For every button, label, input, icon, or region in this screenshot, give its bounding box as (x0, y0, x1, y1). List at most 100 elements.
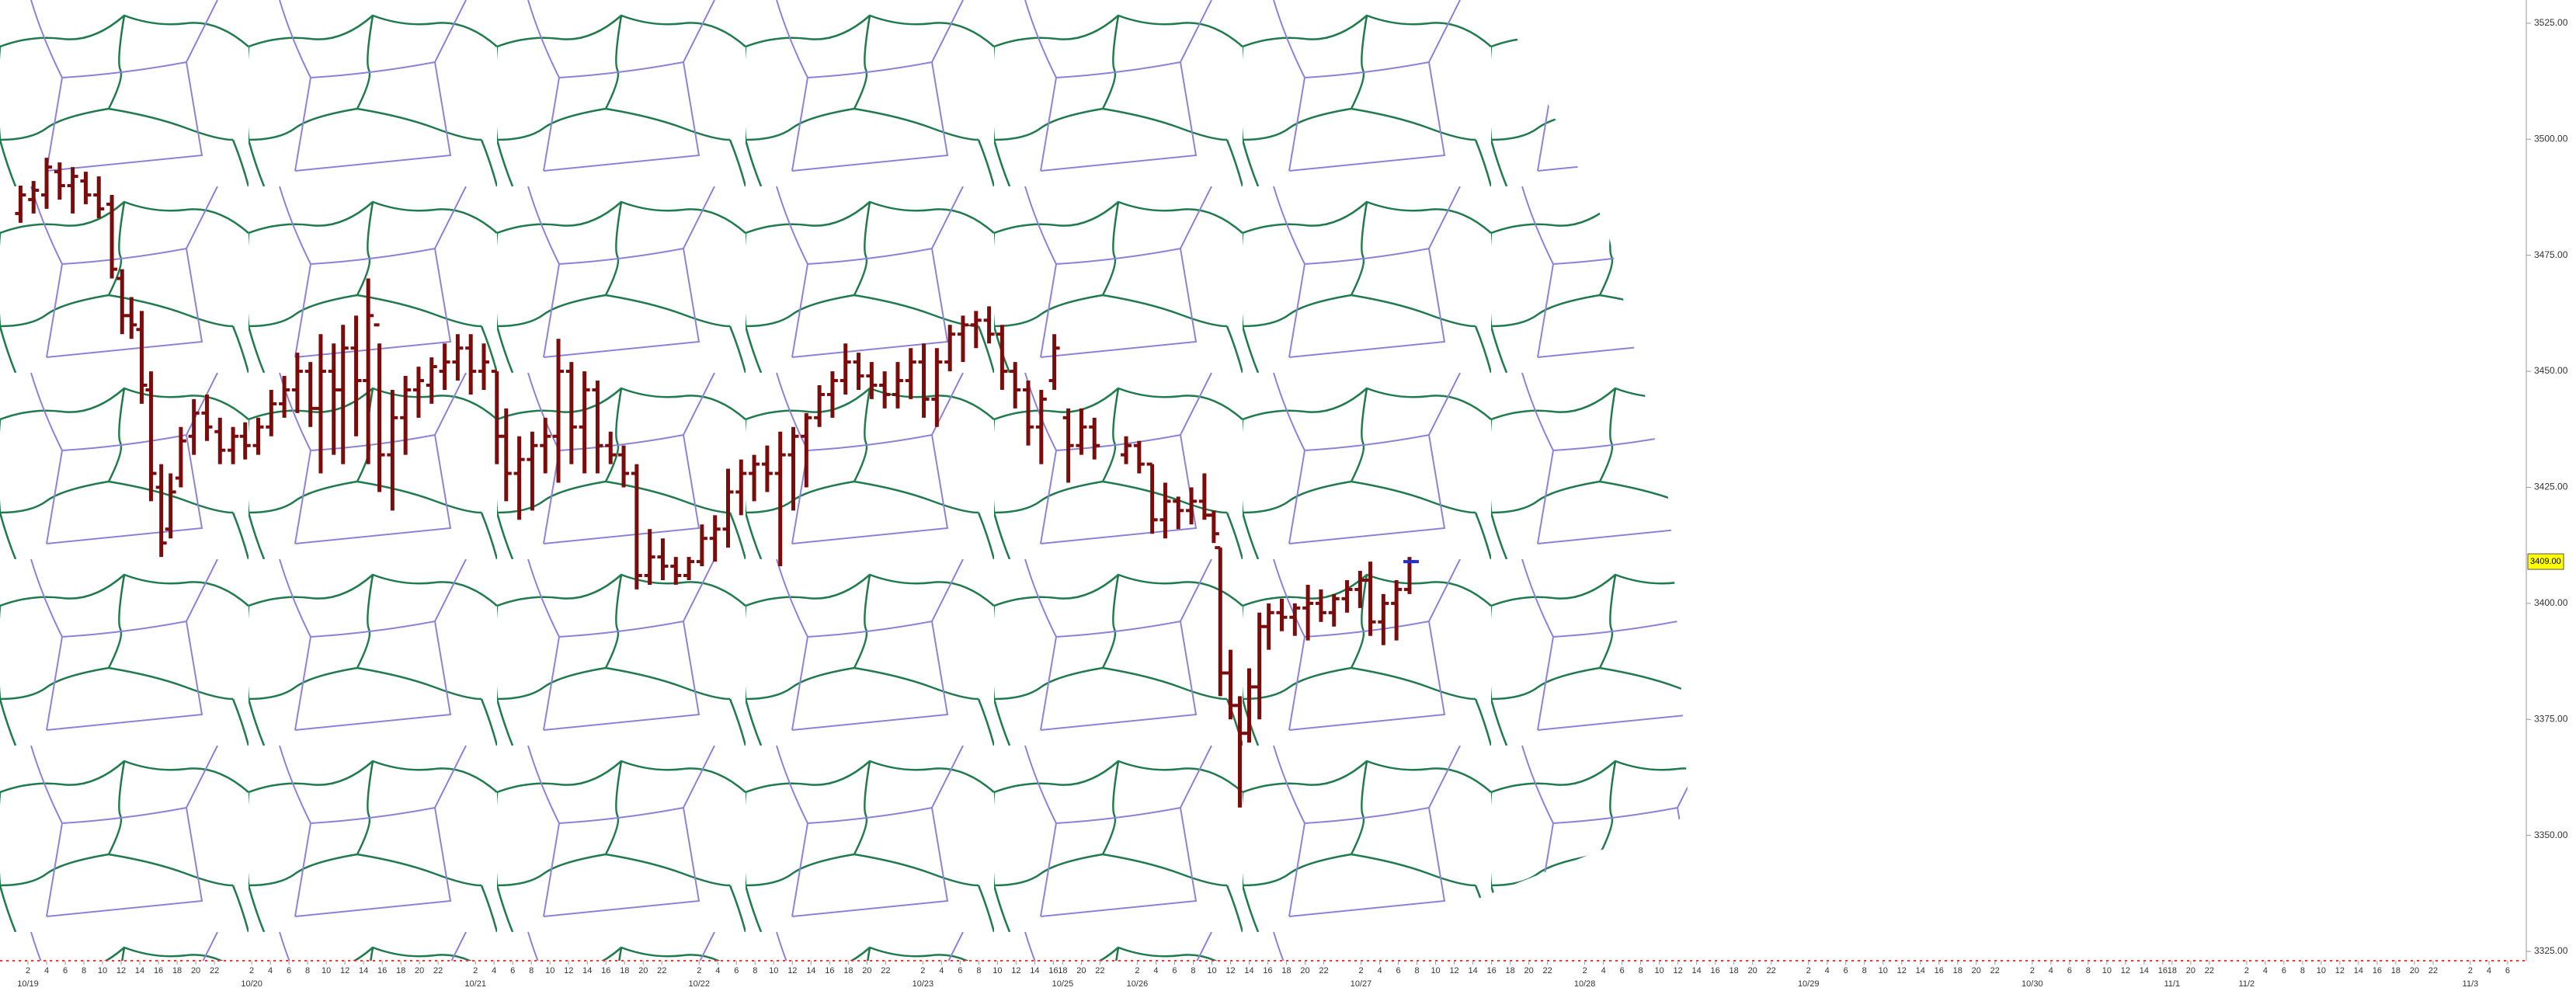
x-tick-label: 18 (620, 966, 629, 975)
x-tick-label: 16 (825, 966, 834, 975)
x-tick-label: 14 (1244, 966, 1253, 975)
x-tick-label: 10 (2102, 966, 2112, 975)
x-tick-label: 22 (1767, 966, 1776, 975)
x-tick-label: 6 (1844, 966, 1848, 975)
background-pattern (0, 0, 1689, 961)
date-label: 10/29 (1798, 979, 1820, 989)
x-tick-label: 4 (2049, 966, 2053, 975)
x-tick-label: 22 (1319, 966, 1328, 975)
x-tick-label: 16 (154, 966, 163, 975)
date-label: 11/3 (2463, 979, 2479, 989)
x-tick-label: 4 (2487, 966, 2491, 975)
x-tick-label: 18 (396, 966, 405, 975)
x-tick-label: 8 (305, 966, 310, 975)
x-tick-label: 6 (2505, 966, 2510, 975)
x-tick-label: 10 (322, 966, 331, 975)
date-label: 10/21 (464, 979, 486, 989)
x-tick-label: 22 (657, 966, 666, 975)
x-tick-label: 14 (2140, 966, 2149, 975)
x-tick-label: 20 (1524, 966, 1533, 975)
x-tick-label: 16 (377, 966, 387, 975)
x-tick-label: 20 (2186, 966, 2195, 975)
x-tick-label: 18 (1058, 966, 1067, 975)
x-tick-label: 10 (1879, 966, 1888, 975)
x-tick-label: 22 (2205, 966, 2214, 975)
x-tick-label: 4 (1377, 966, 1382, 975)
x-tick-label: 8 (1191, 966, 1195, 975)
x-tick-label: 18 (1281, 966, 1291, 975)
x-tick-label: 8 (82, 966, 86, 975)
x-tick-label: 20 (415, 966, 424, 975)
x-tick-label: 8 (753, 966, 757, 975)
x-tick-label: 8 (2086, 966, 2091, 975)
x-tick-label: 20 (1300, 966, 1309, 975)
x-tick-label: 4 (492, 966, 496, 975)
x-tick-label: 6 (958, 966, 962, 975)
y-tick-label: 3400.00 (2534, 597, 2568, 608)
x-tick-label: 2 (473, 966, 478, 975)
x-tick-label: 16 (1935, 966, 1944, 975)
x-tick-label: 10 (545, 966, 554, 975)
x-tick-label: 2 (1135, 966, 1139, 975)
x-tick-label: 18 (1505, 966, 1514, 975)
x-tick-label: 18 (1730, 966, 1739, 975)
x-tick-label: 2 (26, 966, 30, 975)
x-tick-label: 12 (564, 966, 573, 975)
date-label: 10/28 (1574, 979, 1596, 989)
y-tick-label: 3350.00 (2534, 829, 2568, 840)
date-label: 10/20 (241, 979, 262, 989)
y-tick-label: 3500.00 (2534, 133, 2568, 144)
date-label: 11/1 (2164, 979, 2181, 989)
x-tick-label: 20 (2410, 966, 2419, 975)
x-tick-label: 6 (287, 966, 291, 975)
x-tick-label: 22 (210, 966, 219, 975)
x-tick-label: 22 (881, 966, 890, 975)
x-tick-label: 2 (2030, 966, 2035, 975)
x-tick-label: 2 (1806, 966, 1811, 975)
x-tick-label: 18 (2168, 966, 2177, 975)
x-tick-label: 14 (359, 966, 368, 975)
x-tick-label: 4 (1825, 966, 1830, 975)
x-tick-label: 16 (1486, 966, 1496, 975)
x-tick-label: 14 (135, 966, 144, 975)
y-tick-label: 3375.00 (2534, 713, 2568, 724)
date-label: 10/30 (2022, 979, 2043, 989)
x-tick-label: 2 (697, 966, 701, 975)
x-tick-label: 12 (1897, 966, 1907, 975)
x-tick-label: 12 (2121, 966, 2130, 975)
x-tick-label: 18 (1953, 966, 1962, 975)
x-tick-label: 10 (993, 966, 1002, 975)
x-tick-label: 2 (1358, 966, 1363, 975)
x-tick-label: 14 (582, 966, 592, 975)
x-tick-label: 12 (116, 966, 126, 975)
x-tick-label: 2 (249, 966, 254, 975)
date-label: 10/25 (1052, 979, 1074, 989)
x-tick-label: 4 (268, 966, 273, 975)
x-tick-label: 6 (1172, 966, 1177, 975)
x-tick-label: 6 (63, 966, 68, 975)
x-tick-label: 10 (1207, 966, 1216, 975)
x-tick-label: 4 (715, 966, 720, 975)
x-tick-label: 18 (172, 966, 182, 975)
x-tick-label: 4 (1153, 966, 1158, 975)
x-tick-label: 20 (1076, 966, 1086, 975)
date-label: 10/19 (17, 979, 39, 989)
y-tick-label: 3450.00 (2534, 365, 2568, 376)
x-tick-label: 18 (2391, 966, 2400, 975)
x-tick-label: 18 (843, 966, 853, 975)
x-tick-label: 16 (1711, 966, 1720, 975)
current-price-label: 3409.00 (2530, 557, 2561, 566)
date-label: 10/26 (1127, 979, 1149, 989)
y-tick-label: 3525.00 (2534, 17, 2568, 28)
x-tick-label: 6 (2282, 966, 2286, 975)
x-tick-label: 4 (1601, 966, 1606, 975)
x-tick-label: 14 (1692, 966, 1702, 975)
x-tick-label: 10 (1655, 966, 1664, 975)
x-tick-label: 6 (1620, 966, 1625, 975)
x-tick-label: 20 (1972, 966, 1981, 975)
x-tick-label: 16 (2158, 966, 2168, 975)
x-tick-label: 16 (1048, 966, 1058, 975)
x-tick-label: 6 (510, 966, 515, 975)
